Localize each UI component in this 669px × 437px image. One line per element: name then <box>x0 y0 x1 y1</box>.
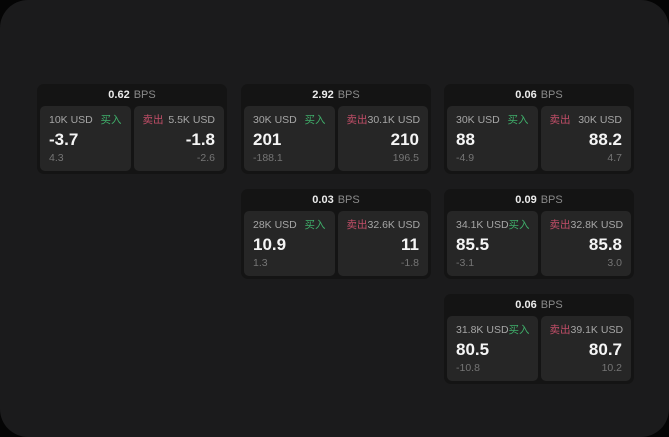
buy-label: 买入 <box>508 219 530 231</box>
buy-price: 201 <box>253 129 282 149</box>
buy-amount: 31.8K USD <box>456 324 509 336</box>
buy-label: 买入 <box>507 114 529 126</box>
sell-price: -1.8 <box>185 129 215 149</box>
spread-value: 2.92 <box>312 89 334 101</box>
spread-unit-label: BPS <box>540 89 563 101</box>
spread-value: 0.03 <box>312 194 334 206</box>
spread-header: 0.62 BPS <box>37 84 227 106</box>
sell-label: 卖出 <box>549 219 571 231</box>
buy-amount: 28K USD <box>253 219 297 231</box>
sell-amount: 39.1K USD <box>570 324 624 336</box>
buy-price: -3.7 <box>49 129 79 149</box>
buy-panel[interactable]: 34.1K USD 买入 85.5 -3.1 <box>447 211 538 276</box>
buy-panel[interactable]: 30K USD 买入 201 -188.1 <box>244 106 335 171</box>
spread-header: 2.92 BPS <box>241 84 431 106</box>
buy-amount: 30K USD <box>253 114 297 126</box>
sell-delta: 196.5 <box>392 152 419 164</box>
buy-delta: -10.8 <box>456 362 480 374</box>
sell-price: 88.2 <box>588 129 622 149</box>
buy-delta: -188.1 <box>253 152 283 164</box>
buy-label: 买入 <box>508 324 530 336</box>
buy-amount: 34.1K USD <box>456 219 509 231</box>
sell-delta: 10.2 <box>601 362 622 374</box>
buy-delta: -4.9 <box>456 152 475 164</box>
sell-panel[interactable]: 卖出 39.1K USD 80.7 10.2 <box>540 316 631 381</box>
quote-card: 0.06 BPS 31.8K USD 买入 80.5 -10.8 卖出 39.1… <box>444 294 634 384</box>
sell-label: 卖出 <box>142 114 164 126</box>
quote-card: 2.92 BPS 30K USD 买入 201 -188.1 卖出 30.1K … <box>241 84 431 174</box>
spread-header: 0.09 BPS <box>444 189 634 211</box>
quote-panels: 30K USD 买入 201 -188.1 卖出 30.1K USD 210 1… <box>241 106 431 174</box>
quote-panels: 31.8K USD 买入 80.5 -10.8 卖出 39.1K USD 80.… <box>444 316 634 384</box>
buy-label: 买入 <box>304 219 326 231</box>
buy-panel[interactable]: 30K USD 买入 88 -4.9 <box>447 106 538 171</box>
sell-label: 卖出 <box>549 114 571 126</box>
spread-header: 0.03 BPS <box>241 189 431 211</box>
sell-panel[interactable]: 卖出 32.6K USD 11 -1.8 <box>337 211 428 276</box>
sell-label: 卖出 <box>549 324 571 336</box>
buy-panel[interactable]: 31.8K USD 买入 80.5 -10.8 <box>447 316 538 381</box>
spread-value: 0.06 <box>515 299 537 311</box>
spread-value: 0.06 <box>515 89 537 101</box>
sell-price: 85.8 <box>588 234 622 254</box>
buy-price: 80.5 <box>456 339 490 359</box>
sell-label: 卖出 <box>346 219 368 231</box>
sell-price: 210 <box>390 129 419 149</box>
sell-delta: -1.8 <box>400 257 419 269</box>
quote-panels: 10K USD 买入 -3.7 4.3 卖出 5.5K USD -1.8 -2.… <box>37 106 227 174</box>
spread-value: 0.09 <box>515 194 537 206</box>
buy-amount: 30K USD <box>456 114 500 126</box>
quote-panels: 28K USD 买入 10.9 1.3 卖出 32.6K USD 11 -1.8 <box>241 211 431 279</box>
spread-unit-label: BPS <box>337 194 360 206</box>
sell-panel[interactable]: 卖出 32.8K USD 85.8 3.0 <box>540 211 631 276</box>
buy-price: 88 <box>456 129 475 149</box>
spread-header: 0.06 BPS <box>444 294 634 316</box>
buy-delta: 1.3 <box>253 257 268 269</box>
sell-delta: 3.0 <box>607 257 622 269</box>
spread-unit-label: BPS <box>337 89 360 101</box>
sell-amount: 5.5K USD <box>168 114 215 126</box>
spread-unit-label: BPS <box>133 89 156 101</box>
buy-panel[interactable]: 28K USD 买入 10.9 1.3 <box>244 211 335 276</box>
buy-price: 10.9 <box>253 234 287 254</box>
spread-value: 0.62 <box>108 89 130 101</box>
quote-card: 0.06 BPS 30K USD 买入 88 -4.9 卖出 30K USD 8… <box>444 84 634 174</box>
sell-amount: 30K USD <box>578 114 622 126</box>
sell-amount: 32.6K USD <box>367 219 421 231</box>
buy-amount: 10K USD <box>49 114 93 126</box>
sell-delta: -2.6 <box>196 152 215 164</box>
spread-unit-label: BPS <box>540 194 563 206</box>
buy-label: 买入 <box>304 114 326 126</box>
spread-unit-label: BPS <box>540 299 563 311</box>
sell-panel[interactable]: 卖出 30.1K USD 210 196.5 <box>337 106 428 171</box>
quote-panels: 34.1K USD 买入 85.5 -3.1 卖出 32.8K USD 85.8… <box>444 211 634 279</box>
sell-amount: 32.8K USD <box>570 219 624 231</box>
buy-delta: 4.3 <box>49 152 64 164</box>
quote-card: 0.09 BPS 34.1K USD 买入 85.5 -3.1 卖出 32.8K… <box>444 189 634 279</box>
sell-panel[interactable]: 卖出 5.5K USD -1.8 -2.6 <box>133 106 224 171</box>
buy-delta: -3.1 <box>456 257 475 269</box>
sell-price: 11 <box>401 234 419 254</box>
quote-card: 0.03 BPS 28K USD 买入 10.9 1.3 卖出 32.6K US… <box>241 189 431 279</box>
spread-header: 0.06 BPS <box>444 84 634 106</box>
sell-delta: 4.7 <box>607 152 622 164</box>
buy-label: 买入 <box>100 114 122 126</box>
buy-panel[interactable]: 10K USD 买入 -3.7 4.3 <box>40 106 131 171</box>
sell-amount: 30.1K USD <box>367 114 421 126</box>
buy-price: 85.5 <box>456 234 490 254</box>
quote-card: 0.62 BPS 10K USD 买入 -3.7 4.3 卖出 5.5K USD… <box>37 84 227 174</box>
sell-label: 卖出 <box>346 114 368 126</box>
sell-panel[interactable]: 卖出 30K USD 88.2 4.7 <box>540 106 631 171</box>
sell-price: 80.7 <box>588 339 622 359</box>
quote-panels: 30K USD 买入 88 -4.9 卖出 30K USD 88.2 4.7 <box>444 106 634 174</box>
